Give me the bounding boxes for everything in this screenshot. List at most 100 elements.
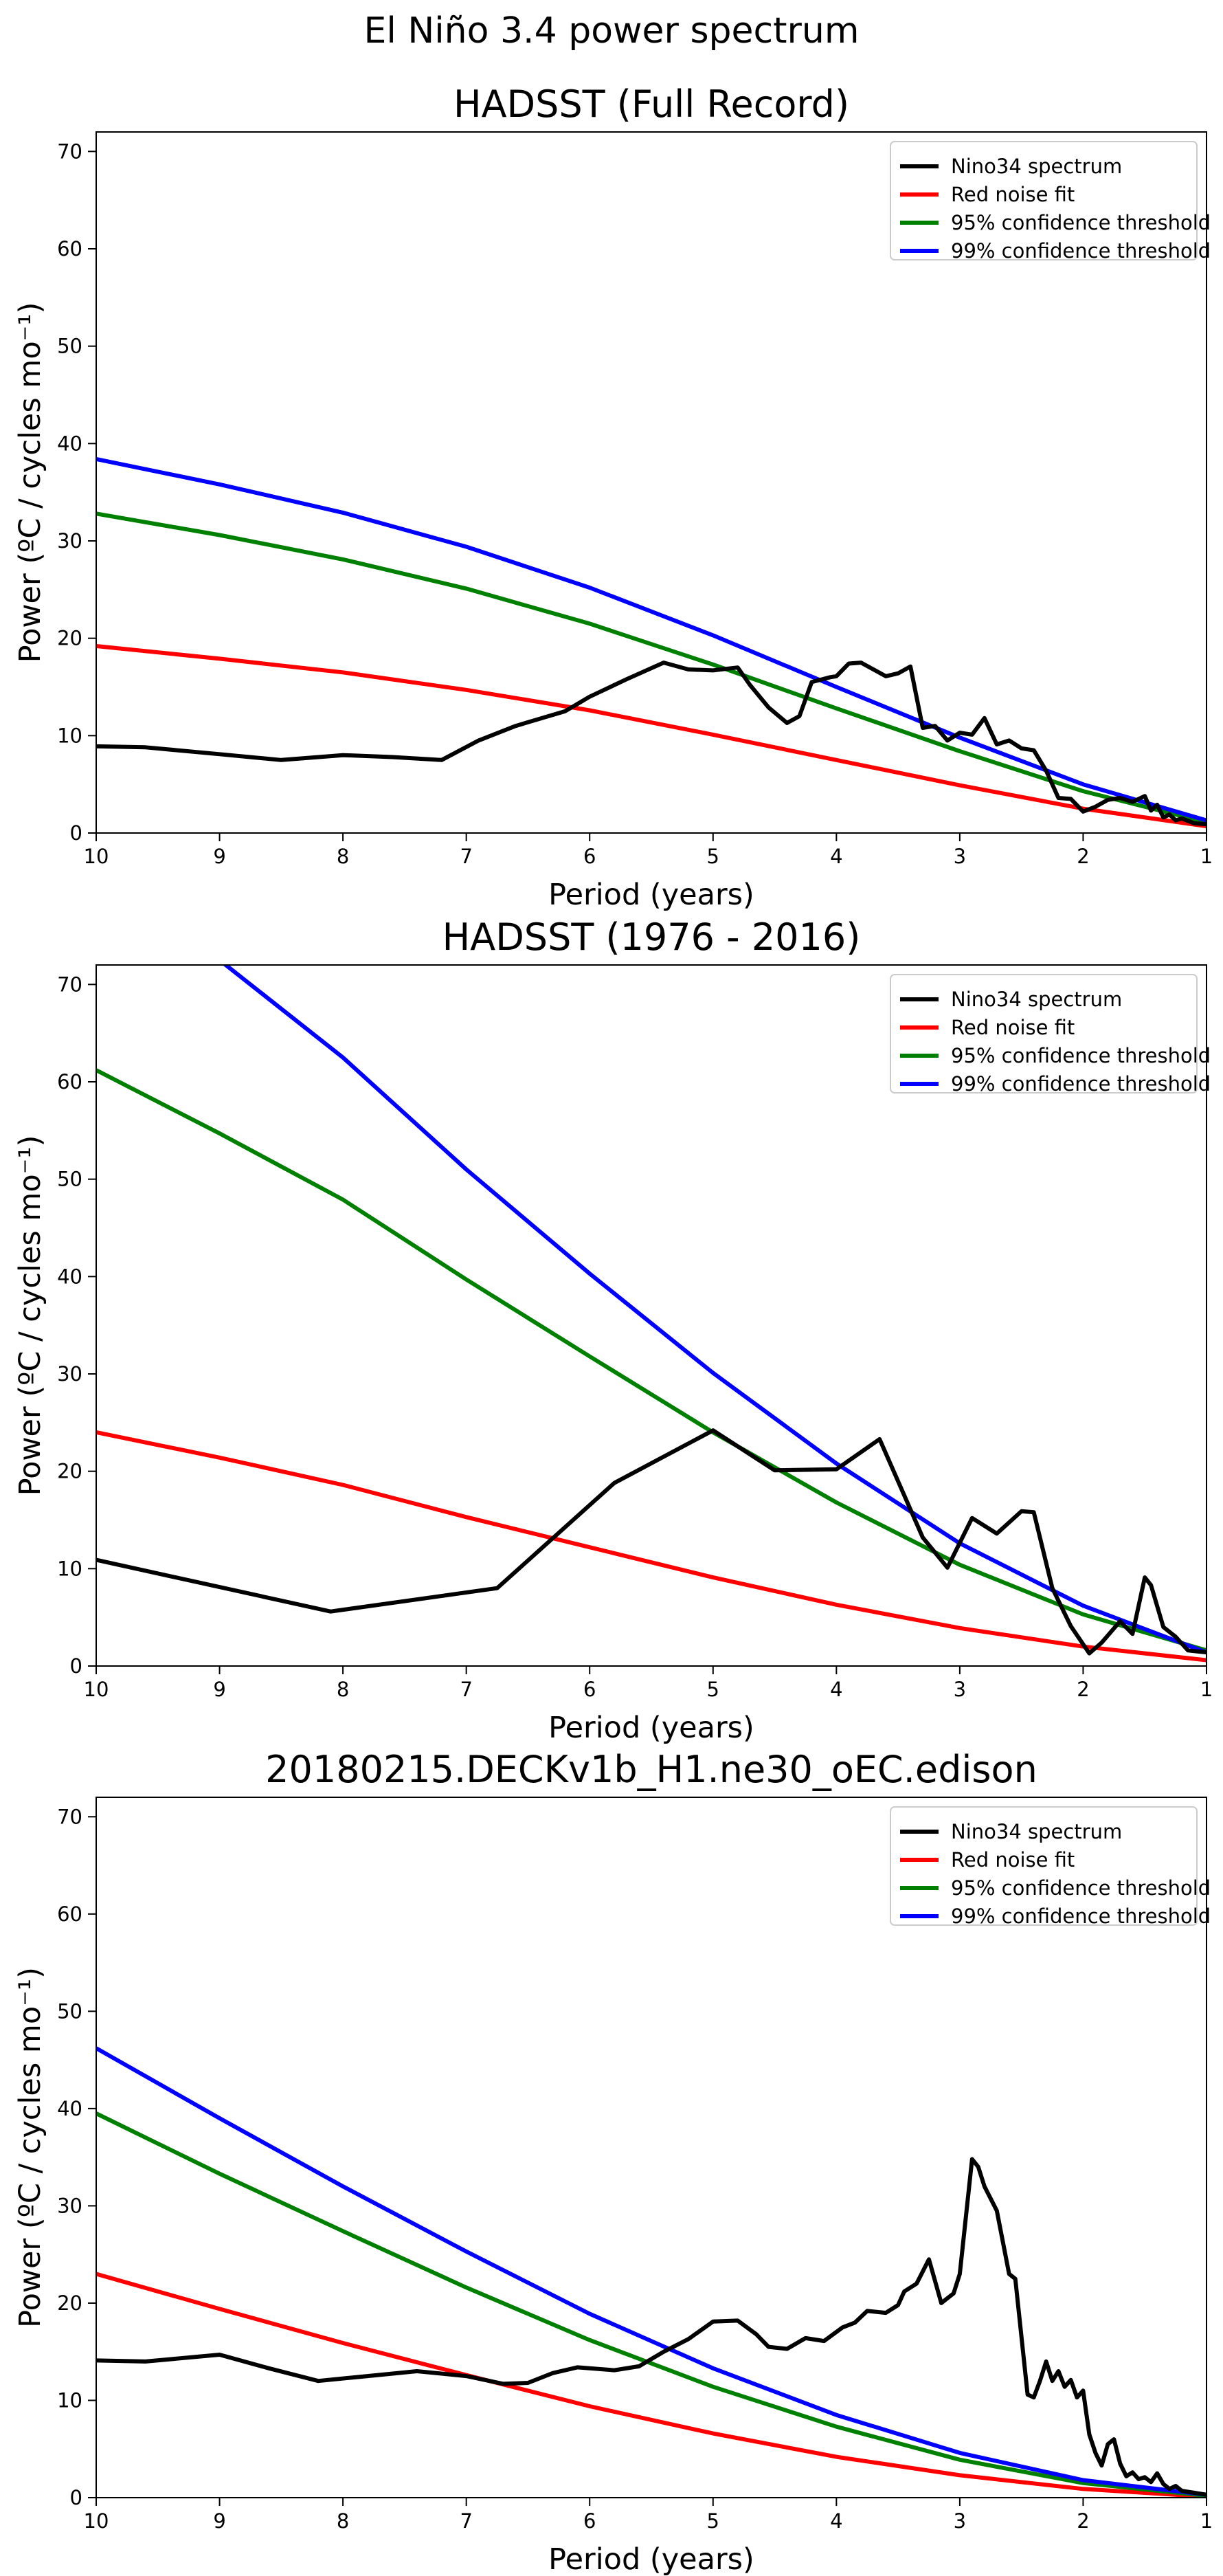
legend-entry: Red noise fit [951,1016,1075,1039]
y-tick-label: 20 [57,627,82,650]
y-tick-label: 30 [57,1362,82,1386]
y-tick-label: 70 [57,140,82,163]
legend: Nino34 spectrum Red noise fit 95% confiden… [890,141,1211,263]
series-line-95-confidence-threshold [96,2111,1207,2498]
y-tick-label: 30 [57,529,82,553]
x-tick-label: 6 [583,845,596,868]
legend-entry: Nino34 spectrum [951,155,1122,178]
plot-frame [96,131,1207,834]
x-tick-label: 7 [460,2509,472,2533]
legend-box [890,974,1198,1093]
x-tick-label: 9 [213,1678,225,1701]
x-tick-label: 8 [337,845,349,868]
y-tick-label: 40 [57,432,82,455]
legend-entry: Nino34 spectrum [951,988,1122,1011]
chart-title: 20180215.DECKv1b_H1.ne30_oEC.edison [265,1748,1037,1791]
series-group [96,2046,1207,2498]
y-axis-label: Power (ºC / cycles mo⁻¹) [13,1135,47,1496]
series-line-red-noise-fit [96,2272,1207,2498]
x-tick-label: 4 [830,2509,842,2533]
chart-title: HADSST (1976 - 2016) [442,915,861,959]
legend-entry: 99% confidence threshold [951,239,1211,263]
y-tick-label: 50 [57,335,82,358]
legend-entry: Red noise fit [951,1848,1075,1872]
y-tick-label: 10 [57,724,82,747]
x-tick-label: 6 [583,2509,596,2533]
figure-title: El Niño 3.4 power spectrum [363,10,859,52]
x-tick-label: 1 [1200,845,1213,868]
y-tick-label: 20 [57,1460,82,1483]
panels-group: HADSST (Full Record)10 9 8 7 6 5 4 3 2 1010203040… [13,82,1213,2576]
y-tick-label: 60 [57,1902,82,1926]
series-line-nino34-spectrum [96,660,1207,827]
y-tick-label: 30 [57,2194,82,2217]
y-axis-label: Power (ºC / cycles mo⁻¹) [13,1967,47,2328]
x-tick-label: 8 [337,2509,349,2533]
x-tick-label: 8 [337,1678,349,1701]
y-tick-label: 50 [57,1168,82,1191]
x-tick-label: 4 [830,1678,842,1701]
plot-frame [96,964,1207,1667]
x-tick-label: 5 [707,1678,719,1701]
legend-entry: Nino34 spectrum [951,1820,1122,1843]
plot-frame [96,1797,1207,2498]
series-line-nino34-spectrum [96,2157,1207,2497]
legend-box [890,141,1198,260]
legend-entry: Red noise fit [951,183,1075,206]
y-tick-label: 20 [57,2291,82,2315]
series-line-95-confidence-threshold [96,511,1207,825]
y-axis-label: Power (ºC / cycles mo⁻¹) [13,302,47,663]
y-tick-label: 0 [70,2486,82,2509]
y-tick-label: 10 [57,1557,82,1580]
chart-panel-2: HADSST (1976 - 2016)10 9 8 7 6 5 4 3 2 1010203040… [13,915,1213,1745]
y-tick-label: 60 [57,237,82,260]
chart-panel-1: HADSST (Full Record)10 9 8 7 6 5 4 3 2 1010203040… [13,82,1213,912]
x-tick-label: 2 [1077,2509,1089,2533]
y-tick-label: 70 [57,1805,82,1828]
x-tick-label: 4 [830,845,842,868]
y-tick-label: 0 [70,1654,82,1678]
y-tick-label: 40 [57,2097,82,2120]
series-line-99-confidence-threshold [96,457,1207,823]
x-tick-label: 9 [213,845,225,868]
x-tick-label: 6 [583,1678,596,1701]
x-tick-label: 3 [954,845,966,868]
x-tick-label: 5 [707,845,719,868]
legend-entry: 95% confidence threshold [951,1876,1211,1900]
series-line-nino34-spectrum [96,1428,1207,1656]
x-axis-label: Period (years) [548,878,754,912]
series-line-red-noise-fit [96,1430,1207,1663]
series-line-99-confidence-threshold [222,965,1207,1655]
x-tick-label: 10 [84,1678,109,1701]
x-tick-label: 7 [460,845,472,868]
x-tick-label: 2 [1077,1678,1089,1701]
x-axis-label: Period (years) [548,1711,754,1745]
x-tick-label: 3 [954,1678,966,1701]
x-tick-label: 1 [1200,2509,1213,2533]
legend: Nino34 spectrum Red noise fit 95% confiden… [890,974,1211,1096]
x-tick-label: 9 [213,2509,225,2533]
series-line-99-confidence-threshold [96,2046,1207,2497]
series-group [96,965,1207,1663]
series-group [96,457,1207,829]
x-tick-label: 2 [1077,845,1089,868]
legend-entry: 99% confidence threshold [951,1905,1211,1928]
series-line-red-noise-fit [96,644,1207,829]
y-tick-label: 50 [57,1999,82,2023]
legend-box [890,1806,1198,1926]
legend-entry: 95% confidence threshold [951,211,1211,234]
chart-title: HADSST (Full Record) [453,82,849,126]
y-tick-label: 40 [57,1265,82,1288]
x-tick-label: 10 [84,2509,109,2533]
x-tick-label: 1 [1200,1678,1213,1701]
legend: Nino34 spectrum Red noise fit 95% confiden… [890,1806,1211,1928]
x-axis-label: Period (years) [548,2542,754,2576]
x-tick-label: 10 [84,845,109,868]
x-tick-label: 3 [954,2509,966,2533]
legend-entry: 99% confidence threshold [951,1072,1211,1096]
y-tick-label: 0 [70,821,82,845]
series-line-95-confidence-threshold [96,1068,1207,1653]
y-tick-label: 10 [57,2388,82,2412]
